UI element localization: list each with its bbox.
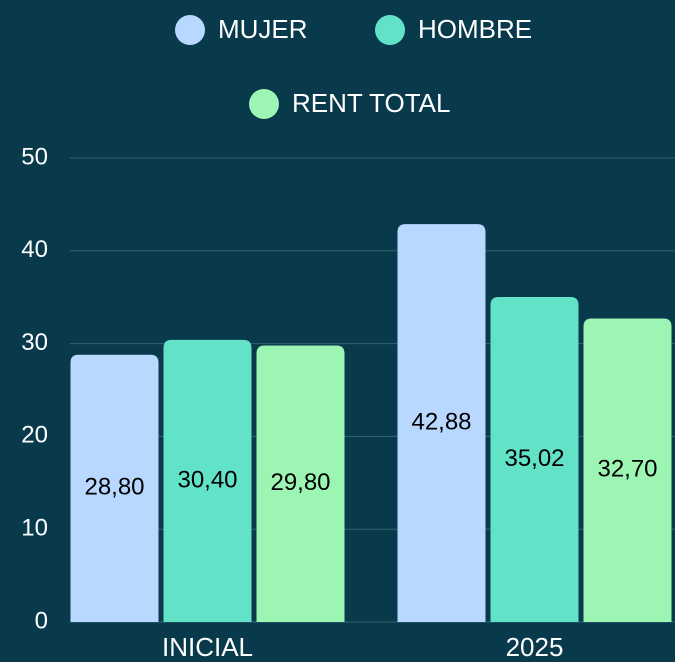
bar [256,345,345,622]
data-label: 32,70 [597,456,657,483]
y-tick-label: 20 [21,422,48,449]
legend-swatch [375,15,405,45]
legend-swatch [249,89,279,119]
legend-label: MUJER [218,14,308,44]
bar [397,224,486,622]
data-label: 29,80 [270,469,330,496]
bar [70,354,159,622]
data-label: 35,02 [504,445,564,472]
y-tick-label: 0 [35,607,48,634]
data-label: 30,40 [177,466,237,493]
bar [583,318,672,622]
y-tick-label: 50 [21,143,48,170]
legend-label: HOMBRE [418,14,532,44]
legend-swatch [175,15,205,45]
y-tick-label: 30 [21,329,48,356]
bar [163,339,252,622]
y-tick-label: 10 [21,515,48,542]
y-tick-label: 40 [21,236,48,263]
x-tick-label: INICIAL [162,632,253,662]
x-tick-label: 2025 [506,632,564,662]
data-label: 42,88 [411,408,471,435]
bar [490,297,579,622]
data-label: 28,80 [84,474,144,501]
legend-label: RENT TOTAL [292,88,450,118]
